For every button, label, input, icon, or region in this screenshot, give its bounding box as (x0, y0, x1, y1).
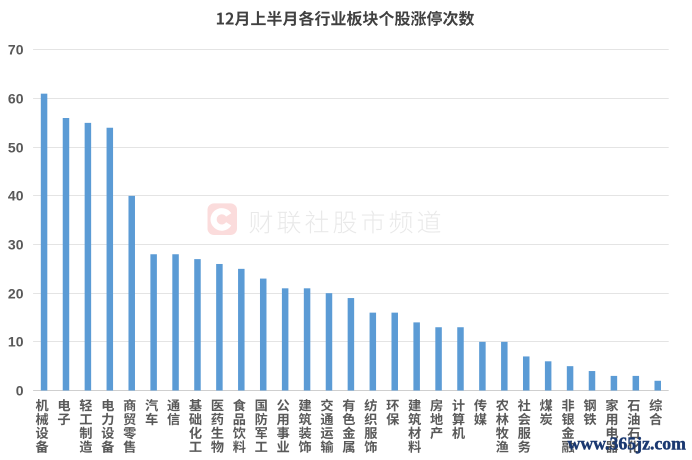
svg-text:30: 30 (8, 236, 24, 252)
svg-text:60: 60 (8, 90, 24, 106)
svg-text:70: 70 (8, 41, 24, 57)
svg-text:www.365jz.com: www.365jz.com (567, 433, 686, 453)
svg-text:10: 10 (8, 333, 24, 349)
svg-text:0: 0 (16, 382, 24, 398)
svg-text:20: 20 (8, 285, 24, 301)
svg-text:50: 50 (8, 139, 24, 155)
svg-text:40: 40 (8, 187, 24, 203)
